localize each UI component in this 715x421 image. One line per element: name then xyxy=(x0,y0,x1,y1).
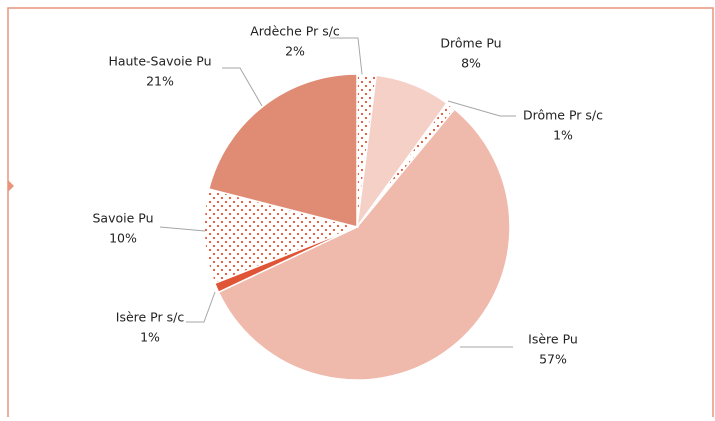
slice-value-label: 57% xyxy=(539,352,567,367)
leader-line xyxy=(330,37,363,75)
leader-line xyxy=(159,226,206,232)
slice-value-label: 1% xyxy=(553,128,573,143)
leader-line xyxy=(186,291,216,323)
slice-label: Haute-Savoie Pu xyxy=(108,54,211,69)
pie-slice xyxy=(203,188,360,285)
slice-label: Isère Pu xyxy=(528,332,578,347)
slice-label: Isère Pr s/c xyxy=(116,310,185,325)
slice-value-label: 1% xyxy=(140,330,160,345)
labels: Ardèche Pr s/c 2% Drôme Pu 8% Drôme Pr s/c 1%… xyxy=(92,24,603,367)
pie xyxy=(203,73,511,381)
frame xyxy=(7,7,714,421)
leader-line xyxy=(222,67,263,107)
slice-value-label: 10% xyxy=(109,231,137,246)
pie-slice xyxy=(207,73,358,228)
slice-label: Drôme Pu xyxy=(440,36,501,51)
pie-slice xyxy=(217,108,511,381)
slice-label: Ardèche Pr s/c xyxy=(250,24,340,39)
slice-value-label: 21% xyxy=(146,74,174,89)
slice-label: Savoie Pu xyxy=(92,211,153,226)
slice-label: Drôme Pr s/c xyxy=(523,108,603,123)
frame-marker xyxy=(8,180,14,192)
slice-value-label: 2% xyxy=(285,44,305,59)
slice-value-label: 8% xyxy=(461,56,481,71)
leader-line xyxy=(447,100,516,117)
